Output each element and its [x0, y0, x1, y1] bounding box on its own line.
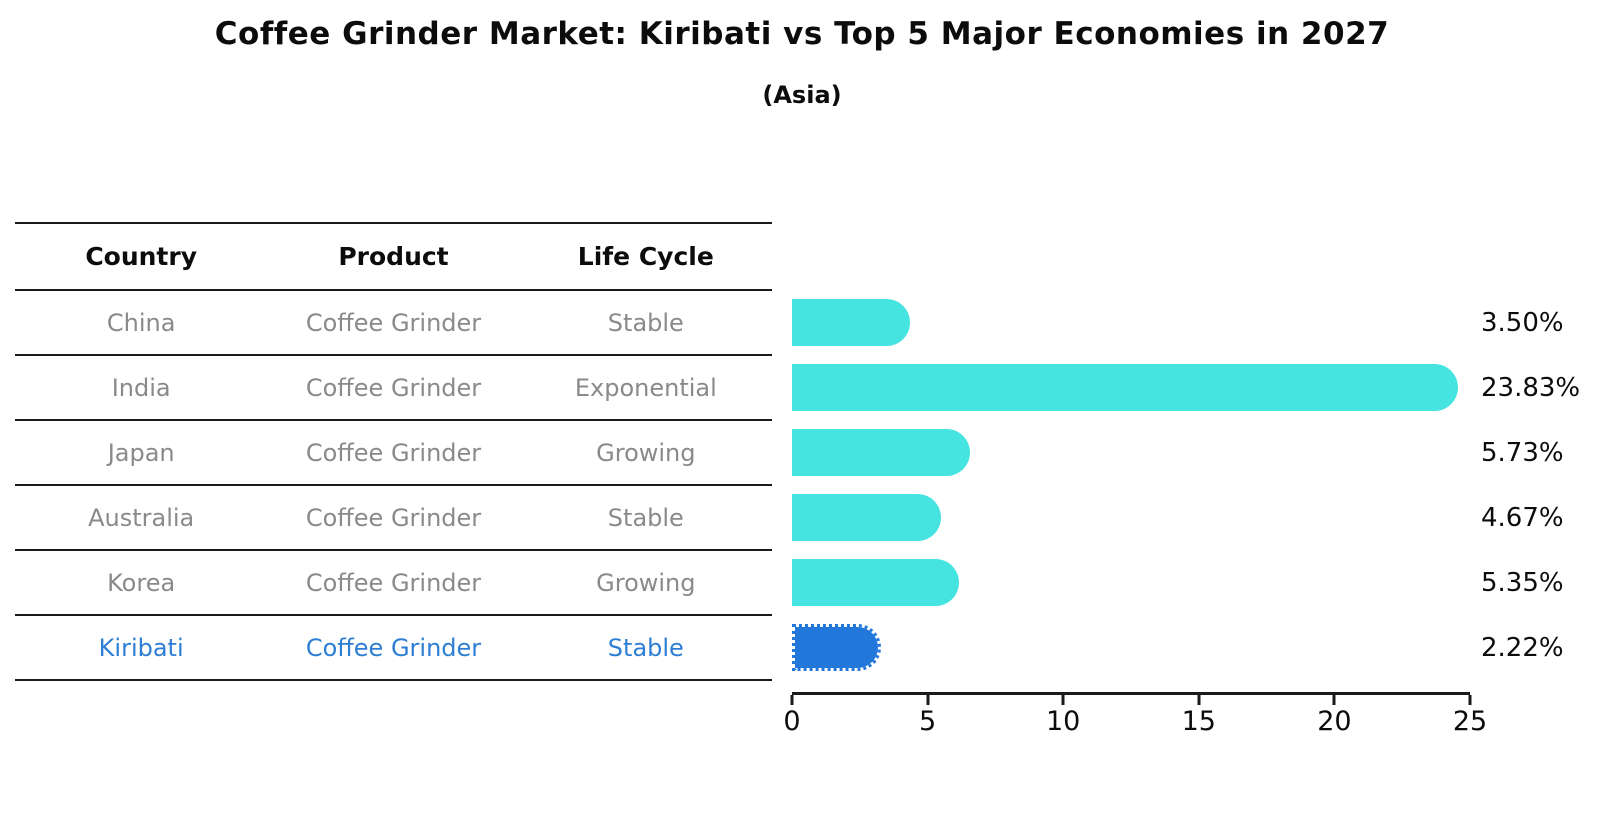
- bar-china: [792, 299, 910, 346]
- chart-subtitle: (Asia): [762, 81, 842, 109]
- bar-japan: [792, 429, 970, 476]
- x-tick: [790, 695, 794, 705]
- table-row: Japan Coffee Grinder Growing: [15, 421, 772, 486]
- x-tick-label: 0: [783, 706, 801, 737]
- column-header-life-cycle: Life Cycle: [577, 242, 714, 271]
- bar-row: 5.35%: [792, 550, 1564, 615]
- x-tick: [1468, 695, 1472, 705]
- column-header-country: Country: [85, 242, 198, 271]
- x-tick-label: 25: [1452, 706, 1488, 737]
- bar-row: 23.83%: [792, 355, 1580, 420]
- country-cell: Australia: [88, 503, 195, 532]
- product-cell: Coffee Grinder: [305, 633, 482, 662]
- x-tick-label: 20: [1317, 706, 1352, 737]
- product-cell: Coffee Grinder: [305, 373, 482, 402]
- product-cell: Coffee Grinder: [305, 438, 482, 467]
- country-cell: Kiribati: [98, 633, 184, 662]
- bar-row: 3.50%: [792, 290, 1564, 355]
- x-tick: [1197, 695, 1201, 705]
- bar-australia: [792, 494, 942, 541]
- x-tick: [1332, 695, 1336, 705]
- x-axis: 0 5 10 15 20 25: [783, 692, 1487, 742]
- value-label: 2.22%: [1481, 632, 1564, 663]
- table-row: China Coffee Grinder Stable: [15, 291, 772, 356]
- value-label: 4.67%: [1481, 502, 1564, 533]
- value-label: 5.73%: [1481, 437, 1564, 468]
- table-row: India Coffee Grinder Exponential: [15, 356, 772, 421]
- life-cycle-cell: Stable: [607, 308, 684, 337]
- x-axis-spine: [792, 692, 1470, 695]
- value-label: 23.83%: [1481, 372, 1581, 403]
- life-cycle-cell: Stable: [607, 633, 684, 662]
- life-cycle-cell: Exponential: [574, 373, 717, 402]
- value-label: 5.35%: [1481, 567, 1564, 598]
- table-row: Australia Coffee Grinder Stable: [15, 486, 772, 551]
- table-row: Korea Coffee Grinder Growing: [15, 551, 772, 616]
- bar-row: 4.67%: [792, 485, 1564, 550]
- table-row-highlighted: Kiribati Coffee Grinder Stable: [15, 616, 772, 681]
- x-tick-label: 15: [1181, 706, 1216, 737]
- bar-korea: [792, 559, 960, 606]
- chart-title: Coffee Grinder Market: Kiribati vs Top 5…: [214, 16, 1390, 52]
- value-label: 3.50%: [1481, 307, 1564, 338]
- product-cell: Coffee Grinder: [305, 503, 482, 532]
- table-header-row: Country Product Life Cycle: [15, 222, 772, 291]
- country-cell: Japan: [107, 438, 175, 467]
- bar-chart: 3.50% 23.83% 5.73% 4.67% 5.35% 2.22%: [792, 290, 1580, 680]
- country-cell: China: [106, 308, 176, 337]
- x-tick: [926, 695, 930, 705]
- country-table: Country Product Life Cycle China Coffee …: [15, 222, 772, 681]
- life-cycle-cell: Stable: [607, 503, 684, 532]
- product-cell: Coffee Grinder: [305, 308, 482, 337]
- life-cycle-cell: Growing: [596, 438, 696, 467]
- bar-row: 5.73%: [792, 420, 1564, 485]
- bar-india: [792, 364, 1459, 411]
- x-tick-label: 10: [1046, 706, 1081, 737]
- x-tick: [1061, 695, 1065, 705]
- x-tick-label: 5: [919, 706, 937, 737]
- bar-row: 2.22%: [792, 615, 1564, 680]
- life-cycle-cell: Growing: [596, 568, 696, 597]
- column-header-product: Product: [338, 242, 449, 271]
- bar-kiribati-highlighted: [792, 624, 881, 671]
- country-cell: Korea: [107, 568, 176, 597]
- product-cell: Coffee Grinder: [305, 568, 482, 597]
- country-cell: India: [111, 373, 171, 402]
